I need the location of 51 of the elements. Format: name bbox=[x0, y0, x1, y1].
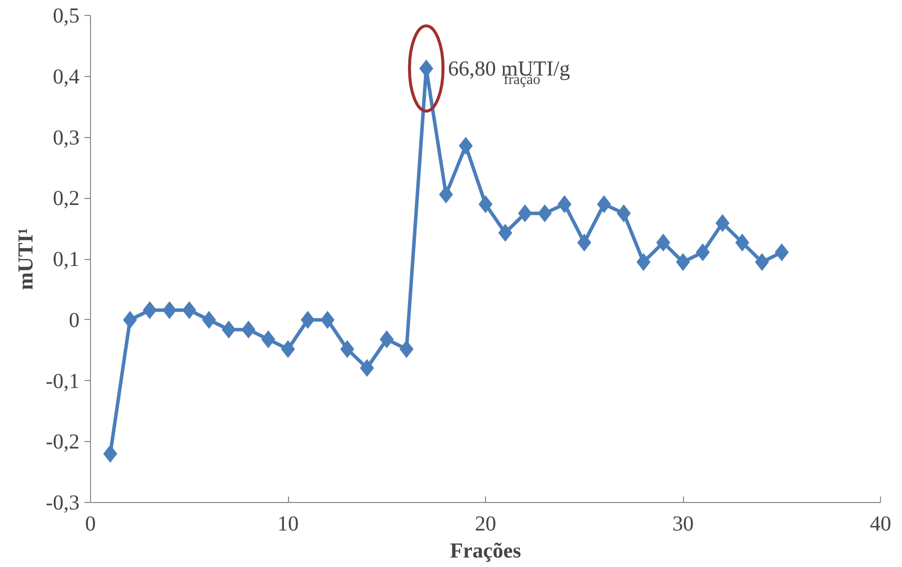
y-tick-label: 0,1 bbox=[52, 247, 80, 271]
point bbox=[735, 234, 750, 252]
y-tick-label: -0,1 bbox=[46, 368, 80, 393]
y-tick-label: 0,3 bbox=[52, 125, 80, 150]
point bbox=[123, 310, 137, 329]
point bbox=[636, 253, 650, 271]
y-tick-label: -0,2 bbox=[46, 430, 80, 454]
point bbox=[518, 204, 532, 222]
x-tick-label: 10 bbox=[277, 512, 299, 536]
point bbox=[222, 320, 236, 339]
point bbox=[558, 195, 572, 214]
annotation: 66,80 mUTI/gfração bbox=[448, 56, 570, 88]
point bbox=[716, 214, 730, 232]
point bbox=[400, 340, 414, 358]
point bbox=[380, 330, 394, 348]
y-tick-label: 0 bbox=[68, 308, 80, 332]
y-axis-title: mUTI¹ bbox=[14, 228, 38, 290]
x-tick-label: 0 bbox=[85, 512, 96, 536]
x-axis-title: Frações bbox=[450, 538, 522, 562]
point bbox=[320, 310, 334, 329]
point bbox=[478, 195, 492, 214]
point bbox=[458, 136, 473, 155]
point bbox=[577, 234, 592, 252]
point bbox=[538, 204, 552, 222]
x-tick-label: 40 bbox=[870, 512, 892, 536]
point bbox=[242, 320, 256, 339]
point bbox=[182, 301, 196, 320]
point bbox=[439, 186, 453, 204]
point bbox=[360, 359, 374, 377]
point bbox=[162, 301, 176, 320]
y-tick-label: -0,3 bbox=[46, 490, 80, 514]
point bbox=[300, 310, 315, 329]
x-tick-label: 30 bbox=[672, 512, 694, 536]
x-tick-label: 20 bbox=[474, 512, 496, 536]
point bbox=[340, 340, 354, 358]
y-tick-label: 0,4 bbox=[52, 64, 80, 88]
point bbox=[616, 204, 631, 222]
point bbox=[597, 195, 611, 214]
point bbox=[202, 310, 216, 329]
point bbox=[281, 340, 295, 358]
point bbox=[103, 444, 118, 463]
point bbox=[142, 301, 157, 320]
point bbox=[676, 253, 690, 271]
point bbox=[261, 330, 276, 348]
point bbox=[755, 253, 769, 271]
point bbox=[774, 243, 789, 262]
y-tick-label: 0,5 bbox=[52, 4, 80, 28]
point bbox=[696, 243, 710, 262]
point bbox=[498, 224, 512, 242]
y-tick-label: 0,2 bbox=[52, 186, 80, 210]
point bbox=[656, 234, 670, 252]
